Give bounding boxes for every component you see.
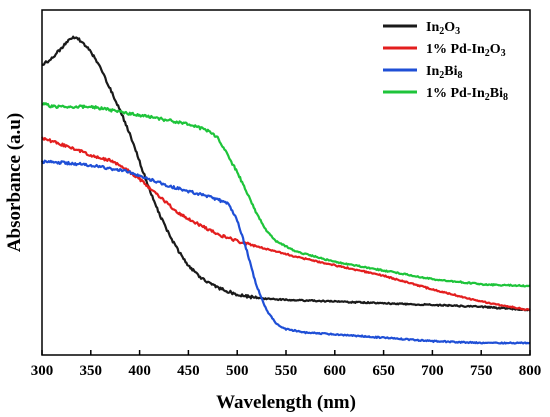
legend-entry: 1% Pd-In2Bi8 [426, 86, 508, 103]
x-tick-label: 550 [275, 363, 298, 379]
x-tick-label: 800 [519, 363, 542, 379]
x-tick-label: 650 [372, 363, 395, 379]
legend-entry: 1% Pd-In2O3 [426, 42, 506, 59]
x-tick-label: 500 [226, 363, 249, 379]
series-line [41, 35, 531, 312]
x-axis-ticks: 300 350 400 450 500 550 600 650 700 750 800 [31, 350, 542, 379]
series-layer [40, 35, 531, 345]
series-line [41, 136, 531, 312]
series-line [41, 101, 531, 288]
x-tick-label: 600 [324, 363, 347, 379]
legend-entry: In2O3 [426, 20, 460, 37]
x-tick-label: 450 [177, 363, 200, 379]
x-tick-label: 300 [31, 363, 54, 379]
x-tick-label: 750 [470, 363, 493, 379]
series-line [40, 159, 531, 345]
x-axis-title: Wavelength (nm) [216, 392, 356, 413]
y-axis-title: Absorbance (a.u) [4, 113, 25, 252]
legend: In2O3 1% Pd-In2O3 In2Bi8 1% Pd-In2Bi8 [383, 20, 508, 103]
x-tick-label: 400 [128, 363, 151, 379]
x-tick-label: 350 [80, 363, 103, 379]
x-tick-label: 700 [421, 363, 444, 379]
legend-entry: In2Bi8 [426, 64, 462, 81]
plot-frame [41, 9, 531, 356]
